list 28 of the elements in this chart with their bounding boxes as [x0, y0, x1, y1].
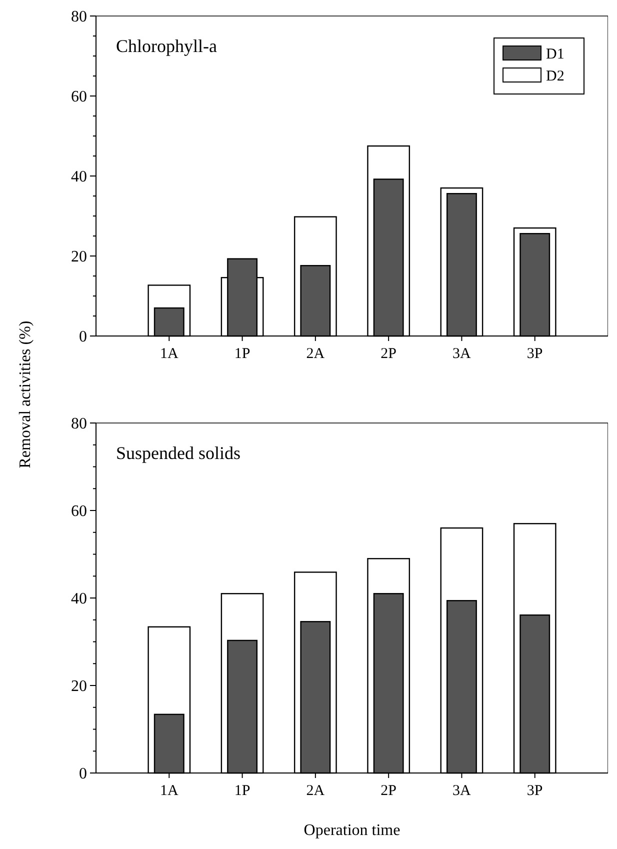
y-tick-label: 20 [71, 248, 87, 266]
x-tick-label: 1P [234, 346, 250, 362]
x-tick-label: 2A [306, 783, 325, 799]
x-tick-label: 1A [160, 783, 178, 799]
y-tick-label: 40 [71, 168, 87, 186]
y-tick-label: 80 [71, 416, 87, 433]
y-tick-label: 80 [71, 8, 87, 26]
x-tick-label: 2A [306, 346, 325, 362]
x-tick-label: 3A [452, 783, 472, 799]
text: Chlorophyll-a [116, 36, 217, 56]
y-tick-label: 0 [79, 328, 87, 346]
y-axis-title: Removal activities (%) [17, 320, 34, 468]
x-tick-label: 3P [526, 783, 543, 799]
x-tick-label: 2P [380, 346, 396, 362]
x-tick-label: 3A [452, 346, 472, 362]
x-tick-label: 1A [160, 346, 178, 362]
y-tick-label: 60 [71, 88, 87, 106]
x-tick-label: 2P [380, 783, 396, 799]
y-tick-label: 60 [71, 503, 87, 520]
x-axis-title: Operation time [304, 822, 400, 839]
legend-label: D1 [546, 46, 564, 62]
y-tick-label: 0 [79, 766, 87, 783]
text: Suspended solids [116, 443, 241, 463]
x-tick-label: 1P [234, 783, 250, 799]
y-tick-label: 40 [71, 590, 87, 608]
x-tick-label: 3P [526, 346, 543, 362]
legend-label: D2 [546, 68, 564, 84]
y-tick-label: 20 [71, 678, 87, 696]
